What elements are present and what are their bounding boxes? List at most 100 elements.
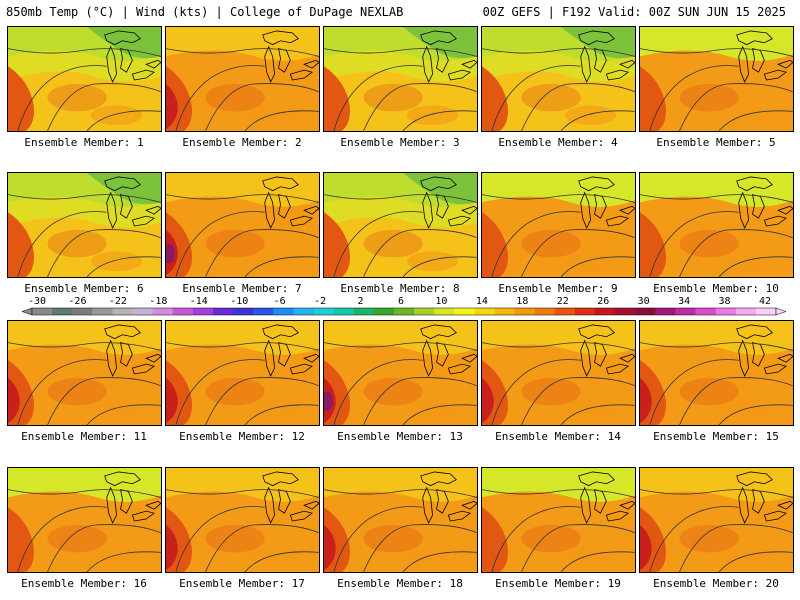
colorbar-segment bbox=[494, 308, 515, 315]
colorbar-tick-label: 18 bbox=[516, 296, 529, 307]
ensemble-map bbox=[639, 26, 794, 132]
colorbar-segment bbox=[615, 308, 636, 315]
temperature-colorbar bbox=[22, 307, 786, 316]
colorbar-tick-label: 10 bbox=[435, 296, 448, 307]
colorbar-tick-label: 22 bbox=[556, 296, 569, 307]
colorbar-tick-label: 2 bbox=[357, 296, 364, 307]
colorbar-segment bbox=[454, 308, 475, 315]
colorbar-tick-label: 6 bbox=[397, 296, 405, 307]
colorbar-segment bbox=[32, 308, 53, 315]
colorbar-tick-label: 14 bbox=[475, 296, 488, 307]
temperature-map bbox=[482, 173, 635, 277]
ensemble-map bbox=[165, 172, 320, 278]
temperature-map bbox=[166, 173, 319, 277]
colorbar-segment bbox=[434, 308, 455, 315]
ensemble-map bbox=[165, 320, 320, 426]
temperature-map bbox=[166, 27, 319, 131]
colorbar-segment bbox=[514, 308, 536, 315]
colorbar-tick-label: -2 bbox=[314, 296, 327, 307]
colorbar-tick-label: -18 bbox=[149, 296, 168, 307]
colorbar-segment bbox=[172, 308, 194, 315]
ensemble-map bbox=[323, 320, 478, 426]
colorbar-segment bbox=[72, 308, 93, 315]
colorbar-segment bbox=[132, 308, 154, 315]
member-caption: Ensemble Member: 5 bbox=[656, 136, 776, 149]
temperature-map bbox=[482, 321, 635, 425]
temperature-map bbox=[640, 321, 793, 425]
temperature-map bbox=[324, 173, 477, 277]
colorbar-tick-label: 38 bbox=[718, 296, 731, 307]
colorbar-tick-label: -26 bbox=[68, 296, 87, 307]
colorbar-tick-label: -30 bbox=[27, 296, 47, 307]
colorbar-segment bbox=[595, 308, 616, 315]
ensemble-map bbox=[7, 467, 162, 573]
temperature-map bbox=[166, 468, 319, 572]
member-caption: Ensemble Member: 8 bbox=[340, 282, 460, 295]
temperature-map bbox=[324, 321, 477, 425]
colorbar-segment bbox=[534, 308, 556, 315]
temperature-map bbox=[8, 27, 161, 131]
colorbar-tick-label: -14 bbox=[189, 296, 208, 307]
colorbar-segment bbox=[92, 308, 113, 315]
member-caption: Ensemble Member: 13 bbox=[337, 430, 463, 443]
temperature-map bbox=[640, 27, 793, 131]
ensemble-map bbox=[481, 172, 636, 278]
ensemble-map bbox=[639, 467, 794, 573]
temperature-map bbox=[166, 321, 319, 425]
colorbar-segment bbox=[253, 308, 274, 315]
colorbar-segment bbox=[353, 308, 375, 315]
colorbar-tick-label: -10 bbox=[230, 296, 249, 307]
temperature-map bbox=[8, 321, 161, 425]
member-caption: Ensemble Member: 10 bbox=[653, 282, 779, 295]
colorbar-segment bbox=[233, 308, 254, 315]
ensemble-map bbox=[165, 26, 320, 132]
ensemble-map bbox=[7, 172, 162, 278]
colorbar-segment bbox=[635, 308, 656, 315]
ensemble-map bbox=[481, 26, 636, 132]
colorbar-segment bbox=[574, 308, 596, 315]
member-caption: Ensemble Member: 3 bbox=[340, 136, 460, 149]
ensemble-map bbox=[7, 26, 162, 132]
colorbar-tick-label: -6 bbox=[273, 296, 286, 307]
ensemble-map bbox=[639, 172, 794, 278]
ensemble-map bbox=[481, 320, 636, 426]
colorbar-tick-label: -22 bbox=[108, 296, 127, 307]
ensemble-map bbox=[323, 467, 478, 573]
member-caption: Ensemble Member: 11 bbox=[21, 430, 147, 443]
colorbar-segment bbox=[414, 308, 435, 315]
temperature-map bbox=[8, 468, 161, 572]
colorbar-segment bbox=[373, 308, 395, 315]
ensemble-map bbox=[639, 320, 794, 426]
colorbar-segment bbox=[393, 308, 415, 315]
ensemble-map bbox=[323, 26, 478, 132]
temperature-map bbox=[324, 468, 477, 572]
colorbar-segment bbox=[192, 308, 214, 315]
colorbar-segment bbox=[333, 308, 355, 315]
member-caption: Ensemble Member: 15 bbox=[653, 430, 779, 443]
member-caption: Ensemble Member: 17 bbox=[179, 577, 305, 590]
ensemble-map bbox=[481, 467, 636, 573]
member-caption: Ensemble Member: 12 bbox=[179, 430, 305, 443]
colorbar-segment bbox=[212, 308, 234, 315]
colorbar-tick-label: 26 bbox=[597, 296, 610, 307]
run-info: 00Z GEFS | F192 Valid: 00Z SUN JUN 15 20… bbox=[482, 5, 786, 19]
member-caption: Ensemble Member: 6 bbox=[24, 282, 144, 295]
temperature-map bbox=[482, 27, 635, 131]
temperature-map bbox=[8, 173, 161, 277]
colorbar-segment bbox=[715, 308, 737, 315]
temperature-map bbox=[640, 468, 793, 572]
colorbar-labels: -30 -26 -22 -18 -14 -10 -6 -2 2 6 10 14 18 22 26 30 34 38… bbox=[0, 296, 800, 308]
member-caption: Ensemble Member: 20 bbox=[653, 577, 779, 590]
colorbar-segment bbox=[554, 308, 576, 315]
temperature-map bbox=[482, 468, 635, 572]
colorbar-segment bbox=[273, 308, 294, 315]
member-caption: Ensemble Member: 2 bbox=[182, 136, 302, 149]
member-caption: Ensemble Member: 19 bbox=[495, 577, 621, 590]
temperature-map bbox=[324, 27, 477, 131]
colorbar-segment bbox=[474, 308, 495, 315]
colorbar-segment bbox=[695, 308, 717, 315]
colorbar-segment bbox=[675, 308, 696, 315]
colorbar-segment bbox=[735, 308, 757, 315]
member-caption: Ensemble Member: 4 bbox=[498, 136, 618, 149]
member-caption: Ensemble Member: 1 bbox=[24, 136, 144, 149]
